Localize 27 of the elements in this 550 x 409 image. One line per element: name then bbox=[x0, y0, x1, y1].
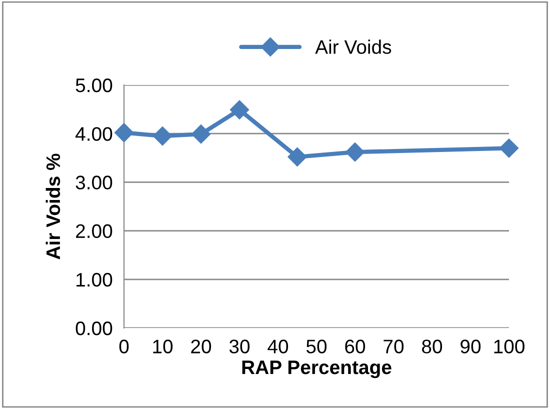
x-tick-label: 80 bbox=[422, 340, 442, 354]
y-tick-label: 0.00 bbox=[76, 321, 112, 336]
y-tick-label: 2.00 bbox=[76, 224, 112, 238]
y-tick-label: 3.00 bbox=[76, 176, 112, 190]
x-tick-label: 20 bbox=[191, 340, 212, 354]
y-tick-label: 5.00 bbox=[76, 78, 112, 92]
point bbox=[288, 147, 307, 166]
x-tick-label: 60 bbox=[345, 340, 366, 354]
point bbox=[191, 124, 211, 144]
y-tick-label: 1.00 bbox=[76, 272, 112, 287]
x-tick-label: 0 bbox=[119, 340, 129, 354]
point bbox=[230, 100, 250, 120]
x-tick-label: 10 bbox=[153, 340, 173, 354]
point bbox=[345, 142, 365, 162]
x-tick-label: 90 bbox=[460, 340, 481, 354]
y-tick-label: 4.00 bbox=[75, 127, 112, 141]
x-axis-title: RAP Percentage bbox=[242, 360, 392, 378]
x-tick-label: 100 bbox=[494, 340, 524, 354]
x-tick-label: 70 bbox=[384, 340, 404, 354]
y-axis-title: Air Voids % bbox=[46, 154, 60, 260]
x-tick-label: 50 bbox=[306, 340, 327, 354]
legend-label: Air Voids bbox=[315, 40, 392, 54]
x-tick-label: 40 bbox=[268, 340, 288, 354]
point bbox=[152, 126, 172, 146]
point bbox=[114, 123, 134, 142]
point bbox=[499, 138, 519, 158]
x-tick-label: 30 bbox=[229, 340, 250, 354]
